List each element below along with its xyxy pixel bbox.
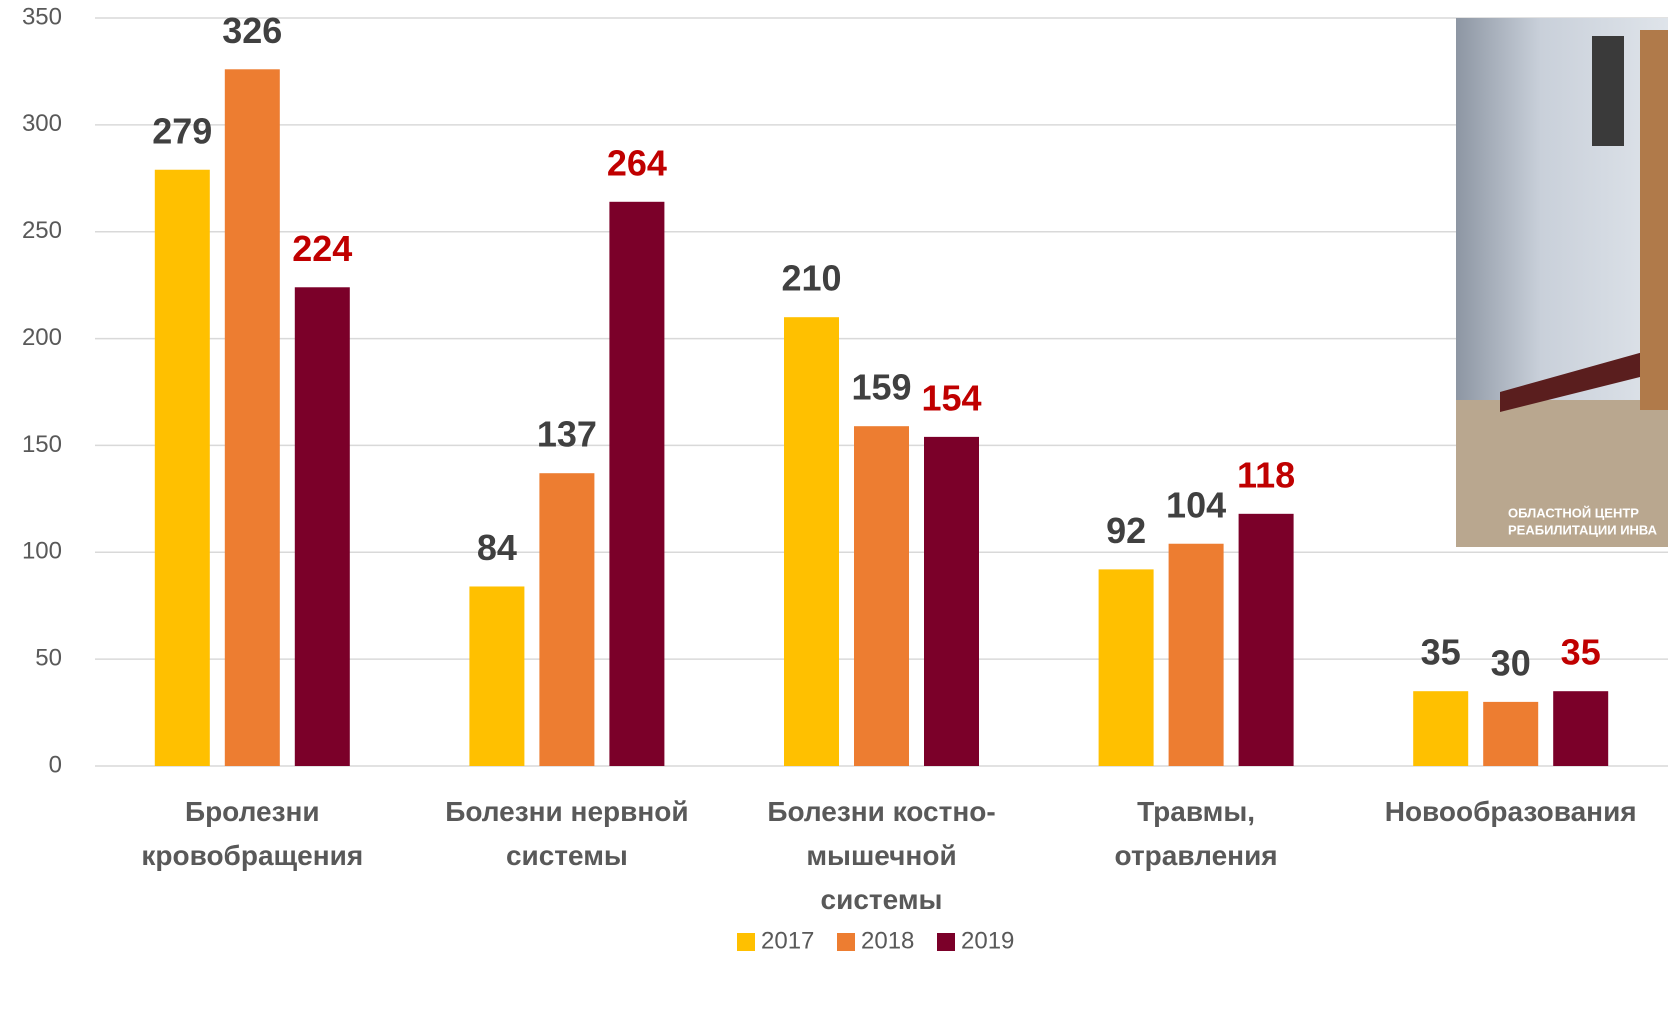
legend-swatch	[737, 933, 755, 951]
x-tick-label: Новообразования	[1384, 796, 1637, 827]
bar	[1098, 569, 1154, 766]
legend-label: 2019	[961, 927, 1014, 954]
bar	[854, 426, 909, 766]
y-tick-label: 250	[22, 217, 62, 244]
bar	[294, 287, 350, 766]
bar	[154, 169, 210, 767]
bar	[1483, 701, 1539, 766]
photo-rail	[1500, 345, 1668, 412]
y-tick-label: 200	[22, 324, 62, 351]
bar	[469, 586, 525, 766]
photo: ОБЛАСТНОЙ ЦЕНТР РЕАБИЛИТАЦИИ ИНВА	[1456, 18, 1668, 547]
legend-label: 2017	[761, 927, 814, 954]
value-label: 92	[1106, 510, 1146, 551]
bar	[224, 69, 280, 766]
bar	[784, 317, 839, 766]
x-tick-label: Болезни нервной системы	[445, 796, 689, 871]
bar	[609, 201, 665, 766]
value-label: 279	[152, 110, 212, 151]
value-label: 104	[1166, 484, 1226, 525]
bar	[1553, 691, 1609, 766]
value-label: 84	[477, 527, 517, 568]
value-label: 35	[1561, 632, 1601, 673]
value-label: 118	[1237, 454, 1295, 495]
x-tick-label: Болезни костно-мышечной системы	[767, 796, 996, 915]
bar	[539, 473, 595, 766]
y-tick-label: 100	[22, 538, 62, 565]
y-tick-label: 50	[35, 644, 62, 671]
bar	[1168, 543, 1224, 766]
photo-caption: ОБЛАСТНОЙ ЦЕНТР	[1508, 505, 1639, 520]
x-tick-label: Травмы, отравления	[1114, 796, 1278, 871]
value-label: 137	[537, 414, 597, 455]
bar	[1238, 513, 1294, 766]
legend-label: 2018	[861, 927, 914, 954]
y-tick-label: 0	[49, 751, 62, 778]
value-label: 30	[1491, 642, 1531, 683]
photo-sign	[1592, 36, 1624, 146]
legend-swatch	[837, 933, 855, 951]
bar	[924, 436, 979, 766]
value-label: 326	[222, 10, 282, 51]
value-label: 210	[781, 258, 841, 299]
photo-floor	[1456, 400, 1668, 547]
y-tick-label: 150	[22, 431, 62, 458]
x-tick-label: Бролезни кровобращения	[141, 796, 364, 871]
photo-caption: РЕАБИЛИТАЦИИ ИНВА	[1508, 522, 1658, 537]
photo-door	[1640, 30, 1668, 410]
value-label: 264	[607, 142, 667, 183]
value-label: 35	[1421, 632, 1461, 673]
y-tick-label: 300	[22, 110, 62, 137]
value-label: 154	[921, 377, 981, 418]
bar	[1413, 691, 1469, 766]
y-tick-label: 350	[22, 3, 62, 30]
value-label: 224	[292, 228, 352, 269]
value-label: 159	[851, 367, 911, 408]
legend-swatch	[937, 933, 955, 951]
